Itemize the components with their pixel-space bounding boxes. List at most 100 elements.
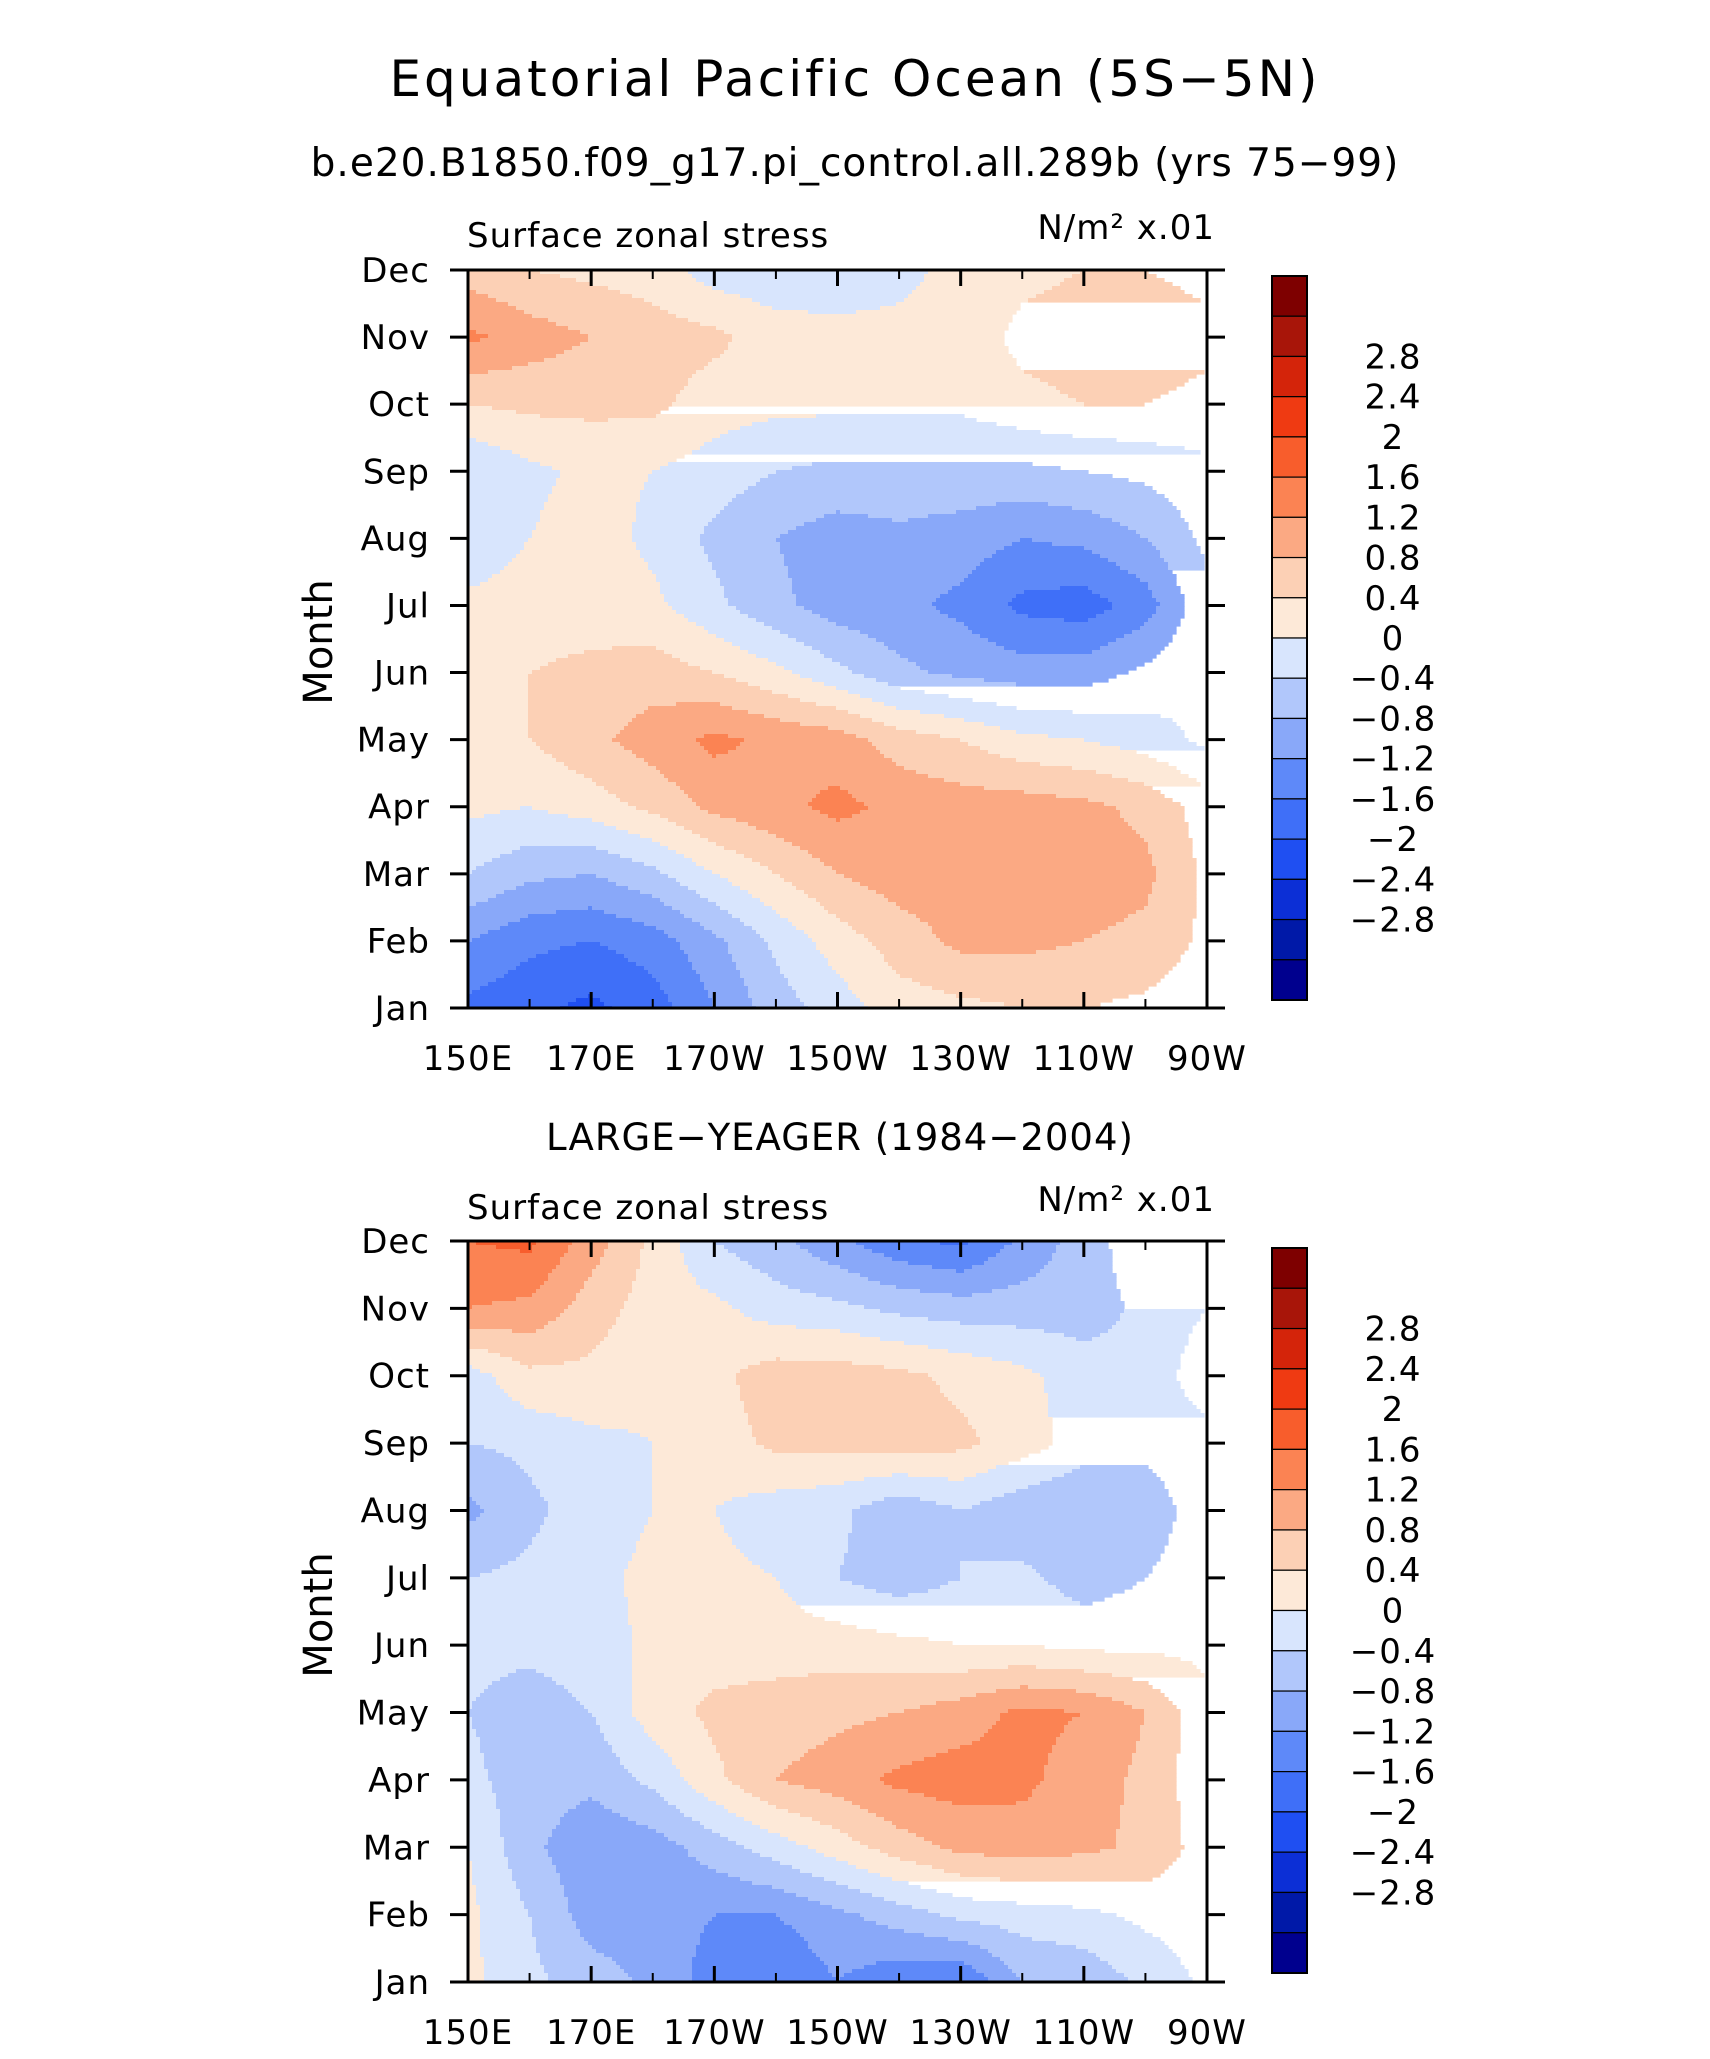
contour-cell bbox=[492, 574, 657, 579]
contour-cell bbox=[908, 1261, 985, 1266]
contour-cell bbox=[504, 1389, 741, 1394]
contour-cell bbox=[636, 546, 705, 551]
contour-cell bbox=[856, 1865, 933, 1870]
contour-cell bbox=[624, 1301, 729, 1306]
contour-cell bbox=[1028, 1797, 1125, 1802]
contour-cell bbox=[468, 1557, 517, 1562]
contour-cell bbox=[976, 1969, 1013, 1974]
contour-cell bbox=[528, 674, 725, 679]
contour-cell bbox=[792, 1597, 1073, 1602]
contour-cell bbox=[816, 518, 893, 523]
contour-cell bbox=[476, 1241, 537, 1246]
contour-cell bbox=[540, 1957, 613, 1962]
contour-cell bbox=[492, 1785, 649, 1790]
contour-cell bbox=[820, 950, 881, 955]
contour-cell bbox=[488, 1349, 593, 1354]
contour-cell bbox=[716, 634, 789, 639]
contour-cell bbox=[648, 1437, 757, 1442]
contour-cell bbox=[984, 722, 1177, 727]
contour-cell bbox=[776, 1489, 1017, 1494]
contour-cell bbox=[532, 1249, 569, 1254]
contour-cell bbox=[1096, 1693, 1165, 1698]
contour-cell bbox=[800, 846, 1149, 851]
contour-cell bbox=[836, 1881, 909, 1886]
contour-cell bbox=[1016, 1325, 1113, 1330]
contour-cell bbox=[876, 1589, 929, 1594]
contour-cell bbox=[468, 1461, 517, 1466]
contour-cell bbox=[944, 714, 1161, 719]
contour-cell bbox=[1160, 550, 1201, 555]
contour-cell bbox=[936, 606, 1013, 611]
contour-cell bbox=[1100, 1849, 1181, 1854]
contour-cell bbox=[468, 630, 709, 635]
contour-cell bbox=[692, 1273, 769, 1278]
contour-cell bbox=[792, 922, 849, 927]
contour-cell bbox=[468, 1889, 477, 1894]
contour-cell bbox=[760, 1565, 841, 1570]
contour-cell bbox=[528, 694, 789, 699]
contour-cell bbox=[804, 606, 937, 611]
contour-cell bbox=[1128, 778, 1197, 783]
contour-cell bbox=[724, 1245, 801, 1250]
contour-cell bbox=[884, 1781, 1041, 1786]
contour-cell bbox=[728, 346, 1009, 351]
contour-cell bbox=[960, 782, 1145, 787]
contour-cell bbox=[1044, 1773, 1129, 1778]
contour-cell bbox=[628, 1597, 793, 1602]
contour-cell bbox=[872, 698, 973, 703]
contour-cell bbox=[784, 554, 993, 559]
contour-cell bbox=[632, 1665, 1009, 1670]
contour-cell bbox=[472, 1721, 597, 1726]
contour-cell bbox=[1116, 638, 1173, 643]
contour-cell bbox=[640, 890, 697, 895]
contour-cell bbox=[868, 886, 1153, 891]
contour-cell bbox=[468, 1493, 541, 1498]
contour-cell bbox=[1040, 762, 1169, 767]
contour-cell bbox=[692, 798, 813, 803]
contour-cell bbox=[776, 962, 829, 967]
contour-cell bbox=[744, 1845, 809, 1850]
contour-cell bbox=[468, 1457, 513, 1462]
contour-cell bbox=[692, 1977, 837, 1982]
contour-cell bbox=[1080, 1601, 1093, 1606]
contour-cell bbox=[468, 318, 549, 323]
contour-cell bbox=[468, 1469, 525, 1474]
contour-cell bbox=[780, 542, 1013, 547]
contour-cell bbox=[836, 1857, 901, 1862]
contour-cell bbox=[560, 1817, 629, 1822]
contour-cell bbox=[692, 1969, 829, 1974]
contour-cell bbox=[752, 1793, 833, 1798]
contour-cell bbox=[680, 1769, 725, 1774]
contour-cell bbox=[740, 294, 909, 299]
contour-cell bbox=[512, 1877, 561, 1882]
contour-cell bbox=[528, 1909, 569, 1914]
contour-cell bbox=[1052, 1477, 1161, 1482]
contour-cell bbox=[804, 890, 877, 895]
contour-cell bbox=[468, 1585, 625, 1590]
contour-cell bbox=[796, 598, 937, 603]
contour-cell bbox=[632, 1661, 1193, 1666]
contour-cell bbox=[528, 734, 617, 739]
contour-cell bbox=[1124, 1793, 1177, 1798]
contour-cell bbox=[812, 854, 1153, 859]
contour-cell bbox=[1108, 598, 1157, 603]
contour-cell bbox=[1016, 682, 1093, 687]
contour-cell bbox=[748, 650, 821, 655]
y-tick-label: Aug bbox=[361, 519, 430, 559]
contour-cell bbox=[468, 1449, 497, 1454]
contour-cell bbox=[512, 1357, 581, 1362]
contour-cell bbox=[468, 1393, 509, 1398]
contour-cell bbox=[508, 1673, 545, 1678]
contour-cell bbox=[656, 766, 905, 771]
contour-cell bbox=[532, 314, 677, 319]
contour-cell bbox=[1144, 782, 1201, 787]
contour-cell bbox=[644, 486, 749, 491]
contour-cell bbox=[1136, 574, 1177, 579]
contour-cell bbox=[728, 946, 769, 951]
contour-cell bbox=[616, 734, 705, 739]
contour-cell bbox=[832, 1297, 1121, 1302]
contour-cell bbox=[956, 510, 1093, 515]
contour-cell bbox=[768, 658, 833, 663]
contour-cell bbox=[504, 566, 649, 571]
contour-cell bbox=[932, 602, 1009, 607]
